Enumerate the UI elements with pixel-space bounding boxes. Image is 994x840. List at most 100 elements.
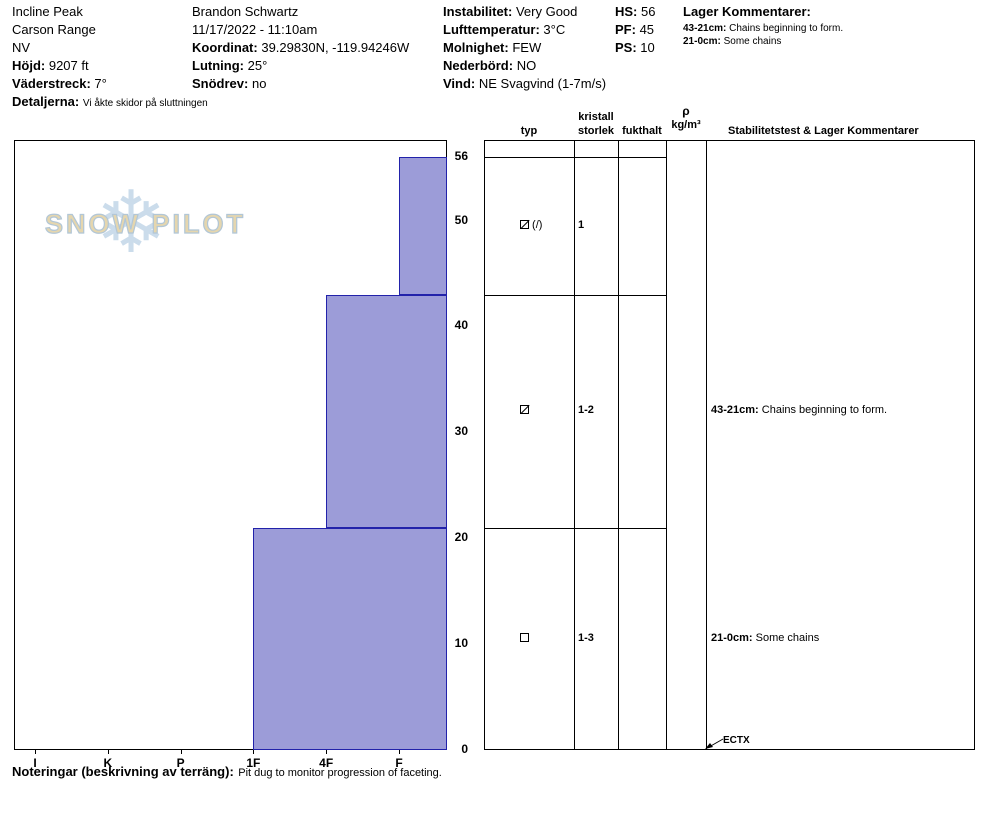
wind-value: NE Svagvind (1-7m/s) [478, 76, 607, 91]
details-value: Vi åkte skidor på sluttningen [82, 98, 208, 109]
layer-comments-line-1-label: 43-21cm: [683, 23, 727, 34]
col-header-density-unit: kg/m³ [671, 119, 701, 131]
wind-line: Vind: NE Svagvind (1-7m/s) [443, 76, 606, 91]
hardness-tick-I [35, 750, 36, 754]
hardness-tick-F [399, 750, 400, 754]
footer-notes: Noteringar (beskrivning av terräng): Pit… [12, 763, 442, 781]
depth-tick-label-40: 40 [454, 318, 468, 333]
hs-label: HS: [615, 4, 638, 19]
hardness-tick-K [107, 750, 109, 754]
pf-line: PF: 45 [615, 22, 654, 37]
layer-comments-line-2: 21-0cm: Some chains [683, 36, 781, 47]
layer-comments-line-2-label: 21-0cm: [683, 36, 721, 47]
ps-label: PS: [615, 40, 637, 55]
precip-label: Nederbörd: [443, 58, 514, 73]
snowdrift-label: Snödrev: [192, 76, 249, 91]
site-details-line: Detaljerna: Vi åkte skidor på sluttninge… [12, 94, 208, 109]
grain-size-0: 1 [578, 218, 585, 231]
panel-layer-line-56 [484, 157, 666, 158]
profile-bar-layer-0 [399, 157, 447, 295]
hs-value: 56 [641, 4, 656, 19]
grain-type-1 [520, 404, 529, 416]
pf-label: PF: [615, 22, 636, 37]
slope-label: Lutning: [192, 58, 244, 73]
elevation-label: Höjd: [12, 58, 46, 73]
observer-name: Brandon Schwartz [192, 4, 299, 19]
footer-notes-label: Noteringar (beskrivning av terräng): [12, 764, 234, 779]
footer-notes-text: Pit dug to monitor progression of faceti… [238, 767, 442, 779]
instability-line: Instabilitet: Very Good [443, 4, 577, 19]
ps-value: 10 [640, 40, 655, 55]
grain-size-2: 1-3 [578, 631, 594, 644]
col-header-stability-comments: Stabilitetstest & Lager Kommentarer [728, 125, 919, 137]
site-state: NV [12, 40, 31, 55]
wind-label: Vind: [443, 76, 476, 91]
grain-type-0: (/) [520, 219, 542, 231]
site-aspect-line: Väderstreck: 7° [12, 76, 107, 91]
observation-datetime: 11/17/2022 - 11:10am [192, 22, 318, 37]
snowdrift-value: no [251, 76, 267, 91]
col-header-density-symbol: ρ [682, 104, 690, 118]
depth-tick-label-10: 10 [454, 636, 468, 651]
col-header-fukthalt: fukthalt [622, 125, 662, 137]
panel-layer-comment-1: 43-21cm: Chains beginning to form. [711, 404, 888, 417]
precip-value: NO [516, 58, 537, 73]
instability-label: Instabilitet: [443, 4, 513, 19]
hardness-tick-P [180, 750, 182, 754]
grain-symbol-square-slash-icon [520, 405, 529, 415]
snowpilot-logo-text: SNOW PILOT [44, 208, 246, 239]
hardness-label-F: F [395, 756, 403, 770]
elevation-value: 9207 ft [48, 58, 89, 73]
site-elevation-line: Höjd: 9207 ft [12, 58, 89, 73]
site-range: Carson Range [12, 22, 96, 37]
sky-value: FEW [512, 40, 542, 55]
grain-symbol-square-icon [520, 632, 529, 642]
precip-line: Nederbörd: NO [443, 58, 536, 73]
divider-storlek-fukthalt [618, 140, 619, 750]
layer-comments-title: Lager Kommentarer: [683, 4, 811, 19]
instability-value: Very Good [515, 4, 578, 19]
airtemp-value: 3°C [543, 22, 566, 37]
panel-layer-line-21 [484, 527, 666, 529]
layer-comments-line-1-text: Chains beginning to form. [729, 23, 844, 34]
snowflake-icon: ❄ [95, 175, 168, 271]
profile-bar-layer-2 [253, 527, 447, 750]
hardness-label-4F: 4F [319, 756, 334, 770]
snowdrift-line: Snödrev: no [192, 76, 266, 91]
col-header-typ: typ [520, 125, 538, 137]
depth-tick-label-20: 20 [454, 530, 468, 545]
depth-tick-label-30: 30 [454, 424, 468, 439]
grain-symbol-square-slash-icon [520, 219, 529, 229]
sky-label: Molnighet: [443, 40, 509, 55]
depth-tick-label-56: 56 [454, 149, 468, 163]
hs-line: HS: 56 [615, 4, 655, 19]
layer-comments-line-1: 43-21cm: Chains beginning to form. [683, 23, 843, 34]
divider-density-comments [706, 140, 707, 750]
grain-size-1: 1-2 [578, 404, 594, 417]
profile-bar-layer-1 [326, 294, 447, 528]
sky-line: Molnighet: FEW [443, 40, 541, 55]
col-header-kristall: kristall [578, 111, 614, 123]
hardness-tick-4F [326, 750, 328, 754]
grain-type-2 [520, 632, 529, 644]
site-name: Incline Peak [12, 4, 83, 19]
airtemp-line: Lufttemperatur: 3°C [443, 22, 565, 37]
hardness-label-1F: 1F [246, 756, 261, 770]
slope-value: 25° [247, 58, 268, 73]
hardness-tick-1F [253, 750, 255, 754]
layer-comments-line-2-text: Some chains [723, 36, 782, 47]
depth-tick-label-0: 0 [461, 742, 468, 756]
divider-fukthalt-density [666, 140, 667, 750]
panel-layer-comment-label-1: 43-21cm: [711, 404, 759, 417]
col-header-storlek: storlek [577, 125, 615, 137]
data-panel [484, 140, 975, 750]
panel-layer-comment-2: 21-0cm: Some chains [711, 631, 820, 644]
coordinates-label: Koordinat: [192, 40, 258, 55]
hardness-label-I: I [33, 756, 37, 770]
coordinates-value: 39.29830N, -119.94246W [261, 40, 410, 55]
slope-line: Lutning: 25° [192, 58, 267, 73]
divider-typ-storlek [574, 140, 575, 750]
details-label: Detaljerna: [12, 94, 80, 109]
hardness-label-K: K [103, 756, 113, 770]
